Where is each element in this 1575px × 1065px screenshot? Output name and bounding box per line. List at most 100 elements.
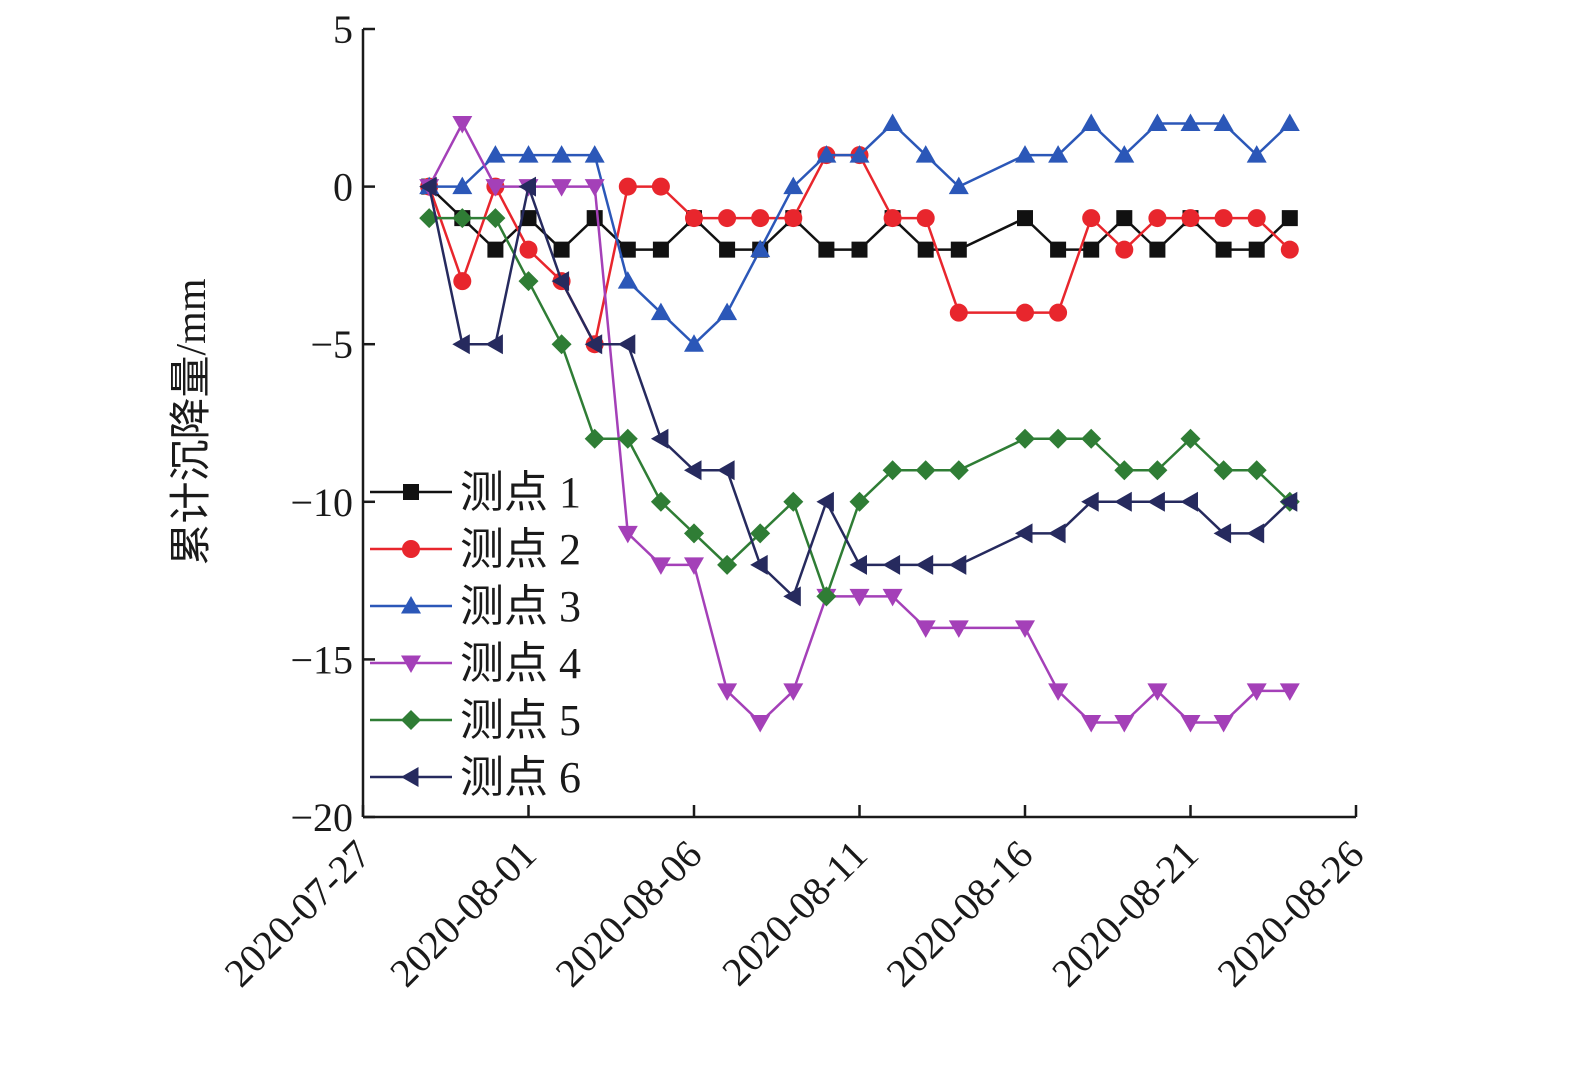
series-3-point [948,176,969,195]
series-6-point [717,460,735,481]
legend-label: 测点 2 [460,525,581,574]
series-5-point [650,491,671,512]
series-2-point [718,209,737,228]
series-2-point [618,177,637,196]
series-2-point [883,209,902,228]
series-6-point [816,491,834,512]
series-6-point [551,271,570,292]
series-1-point [1149,241,1166,258]
y-tick-label: 5 [333,7,353,52]
series-6-point [518,176,536,197]
y-axis-title: 累计沉降量/mm [169,278,215,565]
series-4-point [750,714,771,733]
series-4 [419,116,1300,733]
series-5-point [617,428,638,449]
legend-marker [401,596,421,614]
series-3-point [1048,145,1069,163]
series-2-point [519,240,538,259]
series-3-point [452,176,473,195]
series-5-point [518,271,539,292]
series-1-point [851,241,868,258]
series-2-point [916,209,935,228]
series-3-point [584,145,605,163]
series-6-point [1114,491,1132,512]
series-4-point [882,588,903,607]
series-6-point [1015,523,1033,544]
x-tick-label: 2020-08-21 [1043,832,1207,996]
x-tick-label: 2020-08-01 [381,832,545,996]
series-3-point [485,145,506,163]
series-1-point [818,241,835,258]
series-1-point [1116,210,1133,227]
series-3-point [816,145,837,163]
series-5-point [1246,460,1267,481]
legend-marker [401,710,421,730]
series-3-point [1213,113,1234,132]
series-2-point [1115,240,1134,259]
series-1-point [652,241,669,258]
y-tick-label: −15 [290,637,353,682]
series-6-point [617,334,636,355]
series-4-point [1147,683,1168,701]
series-6-point [452,334,470,355]
x-tick-label: 2020-08-06 [547,832,711,996]
series-6-point [1180,491,1198,512]
series-5-point [1081,428,1102,449]
series-4-point [650,557,671,575]
legend-label: 测点 6 [460,753,581,802]
legend-label: 测点 4 [460,639,581,688]
series-4-point [1213,714,1234,733]
series-6-point [650,428,669,449]
series-5-point [485,208,506,229]
series-1-point [950,241,967,258]
series-4-point [1048,683,1069,701]
series-2-point [1016,303,1034,322]
series-3-point [1279,113,1300,132]
series-4-point [948,620,969,638]
series-3-point [1180,113,1201,132]
series-5-point [717,554,738,575]
series-4-point [617,525,638,544]
series-3-point [617,271,638,289]
series-4-point [1081,714,1102,733]
series-6-point [684,460,702,481]
series-6-point [419,176,437,197]
series-4-point [1180,714,1201,733]
x-tick-label: 2020-07-27 [216,832,380,996]
x-tick-label: 2020-08-11 [713,832,876,995]
series-6-point [849,554,867,575]
series-3-point [717,302,738,321]
legend-label: 测点 1 [460,468,581,517]
series-1-point [586,210,603,227]
series-layer [419,113,1300,733]
series-2-point [949,303,968,322]
series-6-point [1246,523,1265,544]
series-5-point [849,491,870,512]
series-1-point [487,241,504,258]
series-5-point [1048,428,1069,449]
series-2-point [1049,303,1068,322]
x-tick-label: 2020-08-16 [878,832,1042,996]
series-6-point [1081,491,1099,512]
series-1-point [520,210,537,227]
series-5-point [750,523,771,544]
series-3-point [650,302,671,321]
series-5-point [948,460,969,481]
series-2-point [1280,240,1299,259]
series-6-point [485,334,503,355]
series-2-point [1247,209,1266,228]
series-3-point [1246,145,1267,163]
series-1-point [1248,241,1265,258]
series-1-point [1050,241,1067,258]
legend-marker [402,540,420,558]
y-tick-label: −20 [290,795,353,840]
series-3-point [750,239,771,258]
series-1-point [1215,241,1232,258]
series-2-point [651,177,670,196]
legend-marker [403,484,419,500]
series-3 [419,113,1300,352]
series-1-point [1017,210,1033,227]
series-1-point [719,241,736,258]
series-4-point [551,179,572,197]
